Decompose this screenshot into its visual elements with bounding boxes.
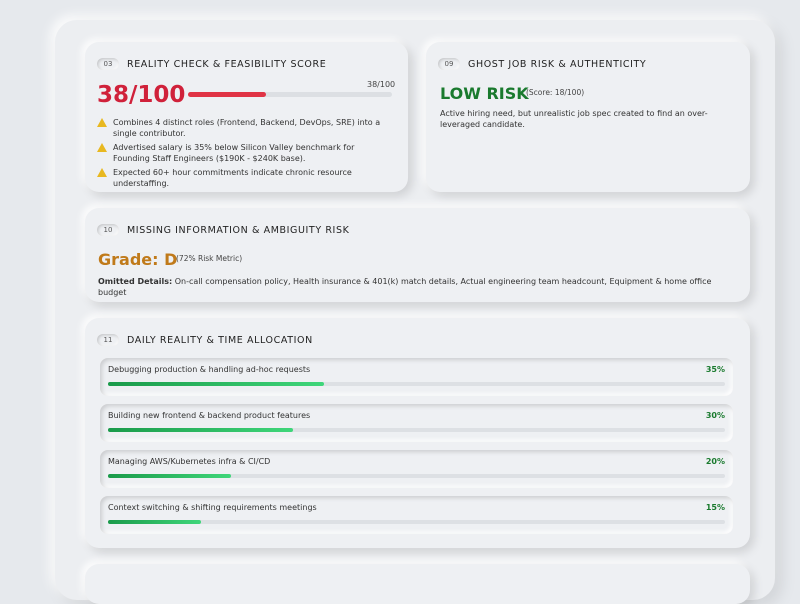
- warning-icon: [97, 118, 107, 127]
- item: Combines 4 distinct roles (Frontend, Bac…: [113, 118, 381, 138]
- alloc-row: Context switching & shifting requirement…: [100, 496, 733, 534]
- reality-card: 03 REALITY CHECK & FEASIBILITY SCORE 38/…: [85, 42, 408, 192]
- details-label: Omitted Details:: [98, 277, 173, 286]
- alloc-track: [108, 428, 725, 432]
- heading: GHOST JOB RISK & AUTHENTICITY: [468, 59, 647, 70]
- alloc-row: Debugging production & handling ad-hoc r…: [100, 358, 733, 396]
- alloc-bar: [108, 428, 294, 432]
- alloc-label: Building new frontend & backend product …: [108, 411, 311, 420]
- grade: Grade: D: [98, 250, 178, 269]
- heading: DAILY REALITY & TIME ALLOCATION: [127, 335, 313, 346]
- heading: REALITY CHECK & FEASIBILITY SCORE: [127, 59, 327, 70]
- alloc-percent: 20%: [705, 457, 725, 466]
- ghost-card: 09 GHOST JOB RISK & AUTHENTICITY LOW RIS…: [426, 42, 750, 192]
- alloc-label: Managing AWS/Kubernetes infra & CI/CD: [108, 457, 271, 466]
- score-track: [188, 92, 392, 97]
- details: Omitted Details: On-call compensation po…: [98, 276, 738, 298]
- item: Expected 60+ hour commitments indicate c…: [113, 168, 352, 188]
- alloc-track: [108, 382, 725, 386]
- rating: LOW RISK: [440, 84, 529, 103]
- alloc-track: [108, 520, 725, 524]
- badge: 11: [97, 334, 119, 346]
- alloc-label: Debugging production & handling ad-hoc r…: [108, 365, 311, 374]
- alloc-bar: [108, 382, 324, 386]
- alloc-bar: [108, 474, 232, 478]
- alloc-percent: 35%: [705, 365, 725, 374]
- score-bar: [188, 92, 266, 97]
- metric: (72% Risk Metric): [176, 254, 243, 263]
- alloc-percent: 15%: [705, 503, 725, 512]
- alloc-row: Managing AWS/Kubernetes infra & CI/CD 20%: [100, 450, 733, 488]
- ghost-score: (Score: 18/100): [526, 88, 585, 97]
- badge: 03: [97, 58, 119, 70]
- score-small: 38/100: [367, 80, 396, 89]
- alloc-bar: [108, 520, 201, 524]
- alloc-percent: 30%: [705, 411, 725, 420]
- details-text: On-call compensation policy, Health insu…: [98, 277, 712, 297]
- badge: 09: [438, 58, 460, 70]
- badge: 10: [97, 224, 119, 236]
- heading: MISSING INFORMATION & AMBIGUITY RISK: [127, 225, 350, 236]
- alloc-row: Building new frontend & backend product …: [100, 404, 733, 442]
- alloc-label: Context switching & shifting requirement…: [108, 503, 317, 512]
- missing-card: 10 MISSING INFORMATION & AMBIGUITY RISK …: [85, 208, 750, 302]
- ghost-text: Active hiring need, but unrealistic job …: [440, 109, 708, 129]
- daily-card: 11 DAILY REALITY & TIME ALLOCATION Debug…: [85, 318, 750, 548]
- alloc-track: [108, 474, 725, 478]
- warning-icon: [97, 168, 107, 177]
- score: 38/100: [97, 82, 186, 108]
- page: 03 REALITY CHECK & FEASIBILITY SCORE 38/…: [85, 42, 750, 548]
- item: Advertised salary is 35% below Silicon V…: [113, 143, 355, 163]
- warning-icon: [97, 143, 107, 152]
- next-card: [85, 564, 750, 604]
